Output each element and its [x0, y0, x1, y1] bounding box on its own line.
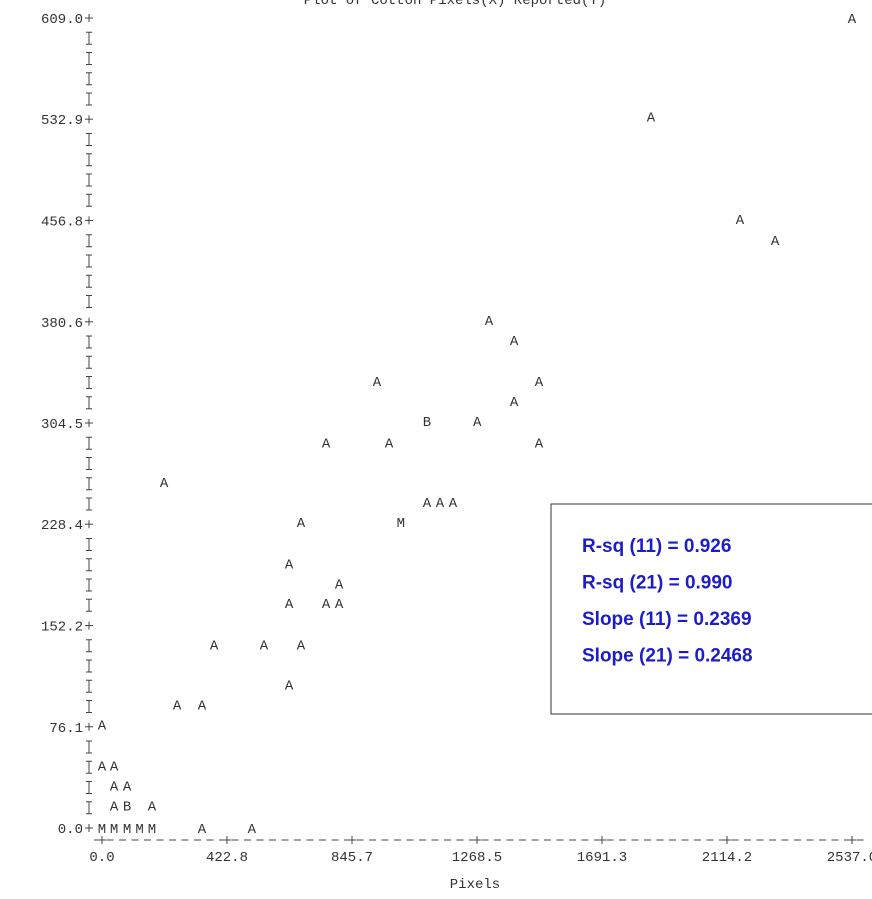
annotation: R-sq (21) = 0.990	[582, 573, 733, 594]
point: B	[123, 799, 131, 815]
point: A	[736, 213, 745, 229]
x-axis-label: Pixels	[450, 877, 500, 893]
point: A	[285, 678, 294, 694]
point: A	[173, 698, 182, 714]
point: A	[210, 638, 219, 654]
point: A	[198, 698, 207, 714]
point: M	[110, 822, 118, 838]
point: A	[373, 375, 382, 391]
point: A	[248, 822, 257, 838]
point: A	[260, 638, 269, 654]
x-tick-label: 422.8	[206, 850, 248, 866]
point: A	[285, 557, 294, 573]
y-tick-label: 304.5	[41, 417, 83, 433]
point: A	[423, 496, 432, 512]
point: A	[322, 597, 331, 613]
annotation: R-sq (11) = 0.926	[582, 536, 731, 557]
chart-title: Plot of Cotton Pixels(X) Reported(Y)	[304, 0, 606, 9]
y-tick-label: 456.8	[41, 214, 83, 230]
x-tick-label: 2114.2	[702, 850, 752, 866]
point: M	[98, 822, 106, 838]
point: A	[285, 597, 294, 613]
point: A	[322, 436, 331, 452]
point: M	[123, 822, 131, 838]
point: A	[98, 718, 107, 734]
point: M	[135, 822, 143, 838]
point: A	[485, 314, 494, 330]
point: M	[148, 822, 156, 838]
point: M	[397, 516, 405, 532]
point: A	[160, 476, 169, 492]
point: A	[535, 375, 544, 391]
y-tick-label: 609.0	[41, 12, 83, 28]
y-tick-label: 532.9	[41, 113, 83, 129]
x-tick-label: 1268.5	[452, 850, 502, 866]
point: A	[771, 234, 780, 250]
point: A	[110, 759, 119, 775]
point: A	[123, 779, 132, 795]
point: A	[510, 395, 519, 411]
point: A	[647, 110, 656, 126]
annotation: Slope (21) = 0.2468	[582, 646, 753, 667]
annotation-box	[550, 503, 872, 715]
point: A	[510, 334, 519, 350]
point: A	[335, 597, 344, 613]
x-tick-label: 2537.0	[827, 850, 872, 866]
point: A	[110, 779, 119, 795]
point: A	[335, 577, 344, 593]
point: A	[110, 799, 119, 815]
y-tick-label: 0.0	[58, 822, 83, 838]
point: A	[449, 496, 458, 512]
x-tick-label: 845.7	[331, 850, 373, 866]
point: A	[385, 436, 394, 452]
y-tick-label: 380.6	[41, 316, 83, 332]
point: B	[423, 415, 431, 431]
point: A	[848, 12, 857, 28]
point: A	[535, 436, 544, 452]
point: A	[148, 799, 157, 815]
point: A	[198, 822, 207, 838]
annotation: Slope (11) = 0.2369	[582, 609, 752, 630]
point: A	[297, 638, 306, 654]
x-tick-label: 1691.3	[577, 850, 627, 866]
point: A	[297, 516, 306, 532]
point: A	[436, 496, 445, 512]
y-tick-label: 152.2	[41, 620, 83, 636]
point: A	[98, 759, 107, 775]
y-tick-label: 76.1	[49, 721, 83, 737]
x-tick-label: 0.0	[89, 850, 114, 866]
y-tick-label: 228.4	[41, 518, 83, 534]
point: A	[473, 415, 482, 431]
